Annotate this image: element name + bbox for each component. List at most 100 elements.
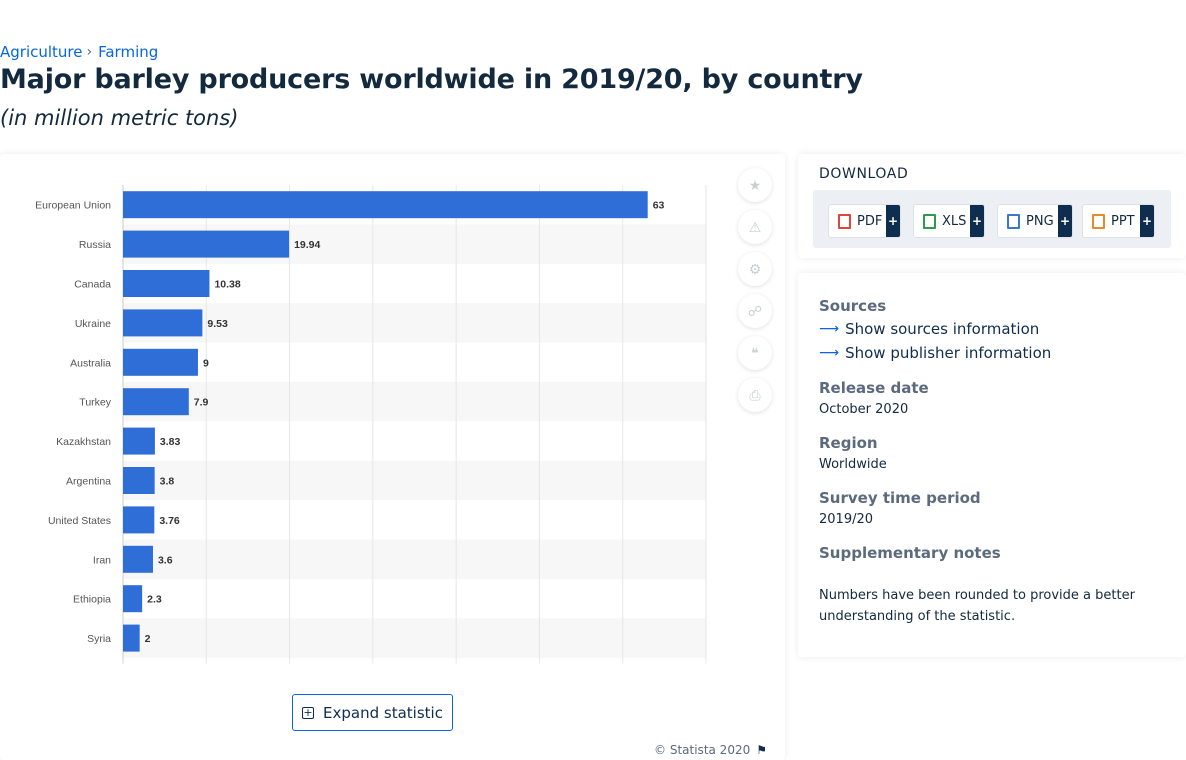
download-ppt-label: PPT	[1111, 213, 1135, 229]
flag-icon[interactable]: ⚑	[756, 743, 767, 757]
category-label: Russia	[79, 239, 111, 251]
print-icon: ⎙	[749, 386, 761, 403]
download-pdf-label: PDF	[857, 213, 883, 229]
plus-icon: +	[1058, 205, 1072, 237]
row-stripe	[123, 539, 706, 579]
release-date-value: October 2020	[819, 402, 909, 417]
bar	[123, 545, 153, 573]
bell-icon: ⚠	[748, 218, 762, 235]
notify-button[interactable]: ⚠	[738, 210, 772, 244]
row-stripe	[123, 382, 706, 422]
row-stripe	[123, 303, 706, 343]
breadcrumb-agriculture[interactable]: Agriculture	[0, 43, 83, 61]
bar	[123, 467, 155, 494]
expand-icon: +	[302, 706, 315, 719]
download-buttons: PDF + XLS + PNG + PPT +	[813, 190, 1171, 248]
value-label: 7.9	[194, 397, 209, 409]
value-label: 2	[145, 633, 151, 645]
print-button[interactable]: ⎙	[738, 378, 772, 412]
show-publisher-label: Show publisher information	[845, 344, 1052, 362]
survey-period-heading: Survey time period	[819, 489, 981, 507]
bar	[123, 270, 210, 297]
value-label: 63	[653, 200, 665, 212]
copyright-text[interactable]: © Statista 2020	[654, 743, 751, 757]
value-label: 10.38	[214, 279, 240, 291]
bar	[123, 309, 203, 337]
value-label: 3.83	[160, 436, 181, 448]
supplementary-notes-heading: Supplementary notes	[819, 544, 1001, 562]
expand-statistic-button[interactable]: + Expand statistic	[292, 694, 453, 731]
breadcrumb-farming[interactable]: Farming	[98, 43, 159, 61]
copyright: © Statista 2020 ⚑	[654, 743, 767, 757]
xls-file-icon	[923, 213, 936, 229]
supplementary-notes-text: Numbers have been rounded to provide a b…	[819, 588, 1135, 624]
category-label: United States	[48, 515, 111, 527]
show-publisher-link[interactable]: ⟶ Show publisher information	[819, 344, 1051, 362]
show-sources-link[interactable]: ⟶ Show sources information	[819, 320, 1039, 338]
bar	[123, 230, 290, 258]
bar	[123, 585, 143, 613]
breadcrumb: Agriculture › Farming	[0, 43, 158, 61]
category-label: Syria	[87, 633, 111, 645]
survey-period-value: 2019/20	[819, 512, 874, 527]
region-heading: Region	[819, 434, 878, 452]
download-pdf-button[interactable]: PDF +	[828, 204, 901, 238]
png-file-icon	[1007, 213, 1020, 229]
bar-chart: European Union 63 Russia 19.94 Canada 10.38 Uk…	[35, 185, 708, 674]
download-heading: DOWNLOAD	[819, 166, 909, 182]
sources-heading: Sources	[819, 297, 887, 315]
value-label: 9	[203, 357, 209, 369]
download-png-button[interactable]: PNG +	[997, 204, 1073, 238]
category-label: Kazakhstan	[56, 436, 111, 448]
value-label: 3.6	[158, 554, 173, 566]
expand-statistic-label: Expand statistic	[323, 703, 443, 722]
page-title: Major barley producers worldwide in 2019…	[0, 64, 863, 95]
download-card: DOWNLOAD PDF + XLS + PNG + PPT +	[798, 154, 1186, 258]
value-label: 3.76	[159, 515, 180, 527]
category-label: Ukraine	[75, 318, 111, 330]
row-stripe	[123, 618, 706, 658]
gear-icon: ⚙	[748, 260, 762, 277]
pdf-file-icon	[838, 213, 851, 229]
category-label: Australia	[70, 357, 111, 369]
row-stripe	[123, 460, 706, 501]
category-label: Argentina	[66, 476, 111, 488]
region-value: Worldwide	[819, 457, 887, 472]
breadcrumb-separator: ›	[86, 44, 93, 60]
value-label: 9.53	[207, 318, 228, 330]
category-label: Iran	[93, 554, 111, 566]
category-label: European Union	[35, 200, 111, 212]
release-date-heading: Release date	[819, 379, 929, 397]
plus-icon: +	[886, 205, 900, 237]
bar	[123, 427, 155, 455]
show-sources-label: Show sources information	[845, 320, 1040, 338]
category-label: Ethiopia	[73, 594, 111, 606]
bar	[123, 348, 198, 376]
bar	[123, 388, 189, 416]
share-icon: ☍	[747, 302, 763, 319]
value-label: 2.3	[147, 594, 162, 606]
value-label: 19.94	[294, 239, 320, 251]
download-xls-button[interactable]: XLS +	[913, 204, 985, 238]
bar	[123, 624, 140, 652]
ppt-file-icon	[1092, 213, 1105, 229]
quote-icon: ❝	[751, 344, 759, 361]
statistic-info-card: Sources ⟶ Show sources information ⟶ Sho…	[798, 273, 1186, 657]
bar	[123, 191, 648, 219]
value-label: 3.8	[160, 476, 175, 488]
share-button[interactable]: ☍	[738, 294, 772, 328]
bottom-fade	[121, 659, 708, 674]
arrow-right-icon: ⟶	[819, 321, 840, 337]
favorite-button[interactable]: ★	[738, 168, 772, 202]
cite-button[interactable]: ❝	[738, 336, 772, 370]
chart-card: European Union 63 Russia 19.94 Canada 10.38 Uk…	[0, 154, 785, 760]
download-xls-label: XLS	[942, 213, 967, 229]
download-ppt-button[interactable]: PPT +	[1082, 204, 1155, 238]
star-icon: ★	[748, 176, 762, 193]
arrow-right-icon: ⟶	[819, 345, 840, 361]
settings-button[interactable]: ⚙	[738, 252, 772, 286]
category-label: Turkey	[79, 397, 111, 409]
page-subtitle: (in million metric tons)	[0, 106, 239, 130]
bar	[123, 506, 155, 534]
category-label: Canada	[74, 279, 111, 291]
